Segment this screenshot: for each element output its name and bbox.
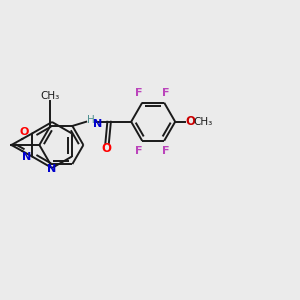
Text: H: H — [87, 115, 95, 125]
Text: O: O — [101, 142, 111, 155]
Text: O: O — [185, 115, 195, 128]
Text: F: F — [135, 146, 143, 156]
Text: CH₃: CH₃ — [194, 117, 213, 127]
Text: CH₃: CH₃ — [41, 91, 60, 101]
Text: O: O — [20, 127, 29, 137]
Text: N: N — [93, 119, 102, 129]
Text: N: N — [47, 164, 57, 174]
Text: N: N — [22, 152, 31, 162]
Text: F: F — [135, 88, 143, 98]
Text: F: F — [162, 146, 170, 156]
Text: F: F — [162, 88, 170, 98]
